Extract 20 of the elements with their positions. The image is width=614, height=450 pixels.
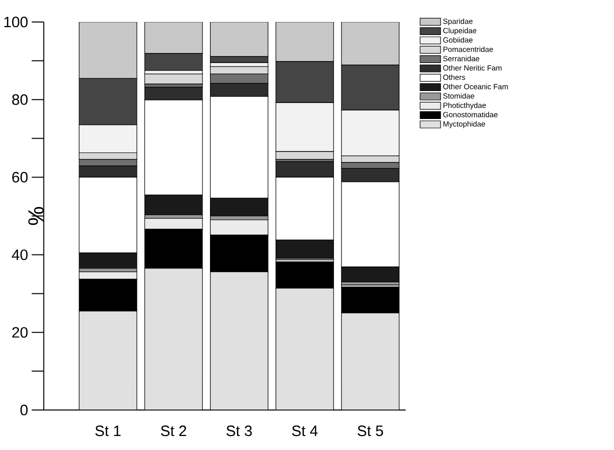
bar	[341, 22, 400, 66]
bar	[210, 56, 268, 64]
y-tick-label: 20	[12, 327, 28, 338]
y-tick-label: 40	[12, 249, 28, 260]
y-tick-label: 100	[4, 16, 28, 28]
bar	[78, 22, 138, 79]
y-tick-label: 80	[12, 94, 28, 105]
x-tick-label: St 3	[226, 426, 252, 436]
y-tick-label: 0	[20, 404, 28, 416]
y-tick-label: 60	[12, 172, 28, 182]
bar	[276, 22, 334, 62]
bar	[144, 22, 203, 54]
x-tick-label: St 1	[95, 426, 121, 436]
x-tick-label: St 5	[358, 426, 384, 436]
x-tick-label: St 4	[292, 426, 318, 436]
bar	[144, 53, 203, 71]
bar	[210, 22, 268, 57]
x-tick-label: St 2	[160, 426, 186, 436]
bar	[144, 74, 203, 84]
y-axis-title: %	[28, 206, 44, 225]
